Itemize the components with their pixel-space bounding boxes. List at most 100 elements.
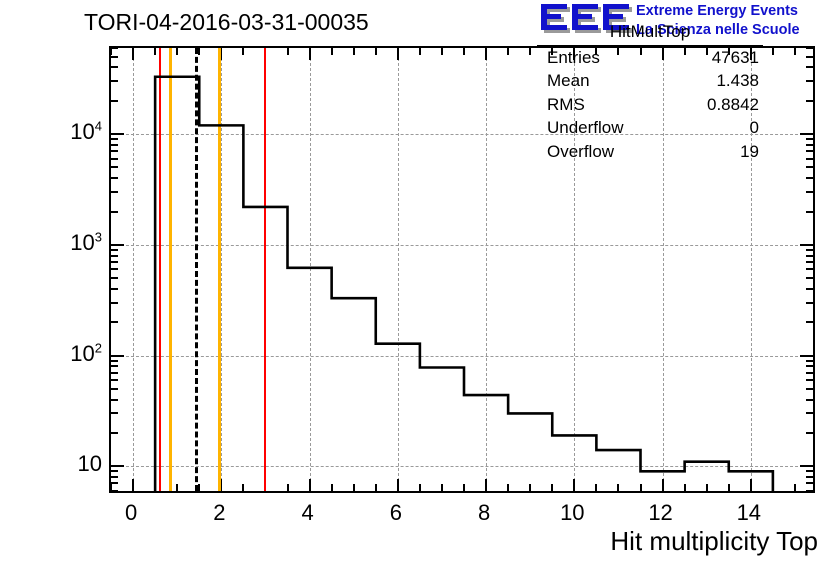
gridline-vertical xyxy=(397,48,399,491)
gridline-vertical xyxy=(662,48,664,491)
stats-row-value: 19 xyxy=(740,141,759,161)
gridline-horizontal xyxy=(111,355,813,357)
y-axis-minor-tick xyxy=(806,287,813,290)
y-axis-minor-tick xyxy=(806,321,813,324)
y-axis-minor-tick xyxy=(806,157,813,160)
stats-row-key: Overflow xyxy=(547,141,615,161)
x-axis-minor-tick xyxy=(727,484,730,491)
y-axis-minor-tick xyxy=(806,431,813,434)
y-axis-minor-tick xyxy=(111,470,118,473)
y-axis-minor-tick xyxy=(111,99,118,102)
x-axis-tick-label: 4 xyxy=(301,500,314,525)
y-axis-minor-tick xyxy=(806,268,813,271)
x-axis-tick-label: 14 xyxy=(736,500,762,525)
plot-frame xyxy=(109,46,815,493)
x-axis-minor-tick xyxy=(198,484,201,491)
y-axis-minor-tick xyxy=(111,431,118,434)
x-axis-minor-tick xyxy=(683,484,686,491)
stats-row-value: 0 xyxy=(749,118,759,137)
y-axis-tick-base: 10 xyxy=(70,119,95,145)
x-axis-minor-tick xyxy=(529,48,532,55)
x-axis-major-tick xyxy=(132,48,135,60)
y-axis-minor-tick xyxy=(111,260,118,263)
y-axis-minor-tick xyxy=(111,371,118,374)
y-axis-tick-label: 104 xyxy=(70,118,102,145)
x-axis-minor-tick xyxy=(440,484,443,491)
x-axis-minor-tick xyxy=(507,48,510,55)
y-axis-minor-tick xyxy=(111,475,118,478)
y-axis-minor-tick xyxy=(111,55,118,58)
x-axis-major-tick xyxy=(749,48,752,60)
x-axis-minor-tick xyxy=(639,48,642,55)
x-axis-minor-tick xyxy=(111,48,112,55)
x-axis-minor-tick xyxy=(771,48,774,55)
x-axis-minor-tick xyxy=(440,48,443,55)
stats-row-value: 47631 xyxy=(711,47,759,67)
x-axis-tick-label: 12 xyxy=(648,500,673,525)
x-axis-minor-tick xyxy=(793,48,796,55)
y-axis-minor-tick xyxy=(806,191,813,194)
gridline-vertical xyxy=(750,48,752,491)
x-axis-major-tick xyxy=(749,479,752,491)
y-axis-minor-tick xyxy=(111,80,118,83)
x-axis-minor-tick xyxy=(463,484,465,491)
gridline-vertical xyxy=(486,48,488,491)
stats-row-key: Entries xyxy=(547,47,600,67)
x-axis-minor-tick xyxy=(374,48,377,55)
y-axis-minor-tick xyxy=(806,359,813,362)
y-axis-tick-base: 10 xyxy=(70,340,95,366)
y-axis-minor-tick xyxy=(806,80,813,83)
y-axis-minor-tick xyxy=(111,166,118,169)
x-axis-tick-label: 8 xyxy=(477,500,491,525)
stats-box-rows: Entries 47631 Mean 1.438 RMS 0.8842 Underflow 0… xyxy=(537,46,763,164)
x-axis-minor-tick xyxy=(793,484,796,491)
y-axis-major-tick xyxy=(800,133,813,136)
x-axis-minor-tick xyxy=(617,48,620,55)
y-axis-minor-tick xyxy=(111,66,118,69)
x-axis-minor-tick xyxy=(176,484,179,491)
y-axis-major-tick xyxy=(800,243,813,246)
stats-box: HitMultTop Entries 47631 Mean 1.438 RMS 0.884… xyxy=(537,20,763,163)
gridline-horizontal xyxy=(111,134,813,136)
x-axis-major-tick xyxy=(396,479,399,491)
y-axis-minor-tick xyxy=(806,138,813,141)
stats-row-value: 1.438 xyxy=(716,71,759,90)
y-axis-tick-label: 102 xyxy=(70,340,102,366)
eee-logo: Extreme Energy Events La Scienza nelle S… xyxy=(540,2,832,40)
x-axis-minor-tick xyxy=(330,484,333,491)
gridline-vertical xyxy=(133,48,135,491)
x-axis-major-tick xyxy=(132,479,135,491)
x-axis-minor-tick xyxy=(705,48,708,55)
x-axis-major-tick xyxy=(308,48,311,60)
x-axis-minor-tick xyxy=(595,484,598,491)
stats-row: RMS 0.8842 xyxy=(537,93,763,117)
y-axis-minor-tick xyxy=(111,48,118,49)
x-axis-minor-tick xyxy=(286,48,289,55)
histogram-curve xyxy=(153,75,775,491)
y-axis-minor-tick xyxy=(111,365,118,368)
x-axis-tick-label: 0 xyxy=(124,500,138,525)
x-axis-minor-tick xyxy=(529,484,532,491)
y-axis-minor-tick xyxy=(111,254,118,257)
x-axis-minor-tick xyxy=(551,484,554,491)
y-axis-minor-tick xyxy=(806,277,813,280)
x-axis-minor-tick xyxy=(507,484,510,491)
x-axis-major-tick xyxy=(485,48,488,60)
y-axis-minor-tick xyxy=(806,48,813,49)
x-axis-title: Hit multiplicity Top xyxy=(610,526,818,556)
y-axis-tick-base: 10 xyxy=(70,229,95,255)
x-axis-minor-tick xyxy=(176,48,179,55)
y-axis-minor-tick xyxy=(806,260,813,263)
y-axis-tick-exponent: 4 xyxy=(94,118,102,134)
y-axis-major-tick xyxy=(111,243,124,246)
x-axis-minor-tick xyxy=(463,48,465,55)
y-axis-tick-base: 10 xyxy=(77,451,102,477)
x-axis-minor-tick xyxy=(727,48,730,55)
y-axis-minor-tick xyxy=(111,157,118,160)
y-axis-tick-label: 103 xyxy=(70,229,102,255)
y-axis-minor-tick xyxy=(806,210,813,213)
y-axis-minor-tick xyxy=(111,248,118,251)
x-axis-minor-tick xyxy=(242,484,245,491)
y-axis-minor-tick xyxy=(111,191,118,194)
y-axis-minor-tick xyxy=(806,66,813,69)
